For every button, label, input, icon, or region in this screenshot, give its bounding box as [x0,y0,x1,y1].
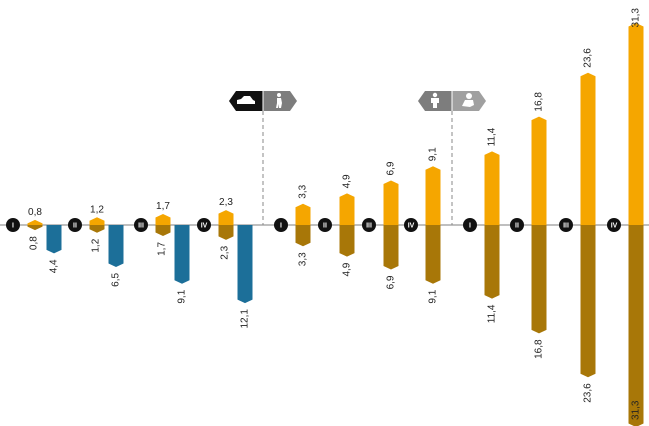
bar-value-label: 23,6 [583,383,594,403]
bar-value-label: 9,1 [177,289,188,303]
bar-value-label: 4,9 [342,262,353,276]
person-head-icon [432,92,438,98]
bar-value-label: 31,3 [631,8,642,28]
car-icon [237,96,255,104]
bar-value-label: 2,3 [219,197,233,208]
bar-up [531,116,547,225]
bar-down [339,225,355,257]
bar-value-label: 23,6 [583,48,594,68]
icon-tag-group-3 [418,91,486,111]
bar-value-label: 11,4 [487,304,498,323]
pedestrian-head-icon [277,93,281,97]
bar-down [89,225,105,233]
icon-tag-group-2 [229,91,297,111]
bar-value-label: 1,2 [90,204,104,215]
category-badge [197,218,211,232]
category-badge-label: III [563,223,569,230]
bar-down [628,225,644,426]
bar-value-label: 0,8 [29,236,40,250]
baby-head-icon [466,93,472,99]
bar-value-label: 1,2 [91,238,102,252]
bar-up [425,166,441,225]
bar-up [218,210,234,225]
bar-up [295,203,311,225]
category-badge [559,218,573,232]
bar-down [425,225,441,284]
bar-down [155,225,171,236]
bar-up [580,72,596,225]
bar-up [628,23,644,225]
category-badge-label: II [73,223,77,230]
bar-down-blue [46,225,62,254]
bar-down-blue [108,225,124,267]
bar-value-label: 9,1 [428,289,439,303]
category-badge [463,218,477,232]
category-badge-label: II [515,223,519,230]
bar-down-blue [237,225,253,304]
category-badge-label: IV [611,223,618,230]
bar-value-label: 0,8 [28,207,42,218]
baby-icon [462,100,474,107]
category-badge-label: I [469,223,471,230]
bar-up [339,193,355,225]
bar-value-label: 1,7 [157,242,168,256]
category-badge [134,218,148,232]
category-badge-label: III [138,223,144,230]
category-badge-label: IV [408,223,415,230]
bar-value-label: 3,3 [298,252,309,266]
bar-value-label: 6,9 [386,275,397,289]
bar-up [27,219,43,225]
bar-up [155,214,171,225]
category-badge-label: IV [201,223,208,230]
bar-down-blue [174,225,190,284]
bar-down [295,225,311,247]
bar-down [484,225,500,299]
pedestrian-icon [276,98,282,108]
category-badge-label: I [12,223,14,230]
bar-up [383,180,399,225]
bar-value-label: 3,3 [298,184,309,198]
person-icon [431,98,439,108]
bar-value-label: 4,4 [49,259,60,273]
bar-value-label: 11,4 [487,127,498,146]
bar-value-label: 6,9 [386,161,397,175]
bar-down [383,225,399,270]
category-badge-label: I [280,223,282,230]
bar-value-label: 2,3 [220,245,231,259]
bar-up [89,217,105,225]
bar-value-label: 6,5 [111,273,122,287]
category-badge [362,218,376,232]
category-badge [607,218,621,232]
bar-value-label: 12,1 [240,309,251,329]
category-badge [274,218,288,232]
category-badge [318,218,332,232]
bar-down [218,225,234,240]
bar-value-label: 16,8 [534,92,545,112]
bar-value-label: 1,7 [156,201,170,212]
category-badge [68,218,82,232]
bar-value-label: 4,9 [342,174,353,188]
bar-up [484,151,500,225]
bar-value-label: 9,1 [428,147,439,161]
category-badge-label: II [323,223,327,230]
category-badge [6,218,20,232]
category-badge [404,218,418,232]
bar-value-label: 16,8 [534,339,545,359]
bar-down [531,225,547,334]
bar-value-label: 31,3 [631,400,642,420]
category-badge [510,218,524,232]
bar-down [580,225,596,378]
category-badge-label: III [366,223,372,230]
bar-down [27,225,43,231]
